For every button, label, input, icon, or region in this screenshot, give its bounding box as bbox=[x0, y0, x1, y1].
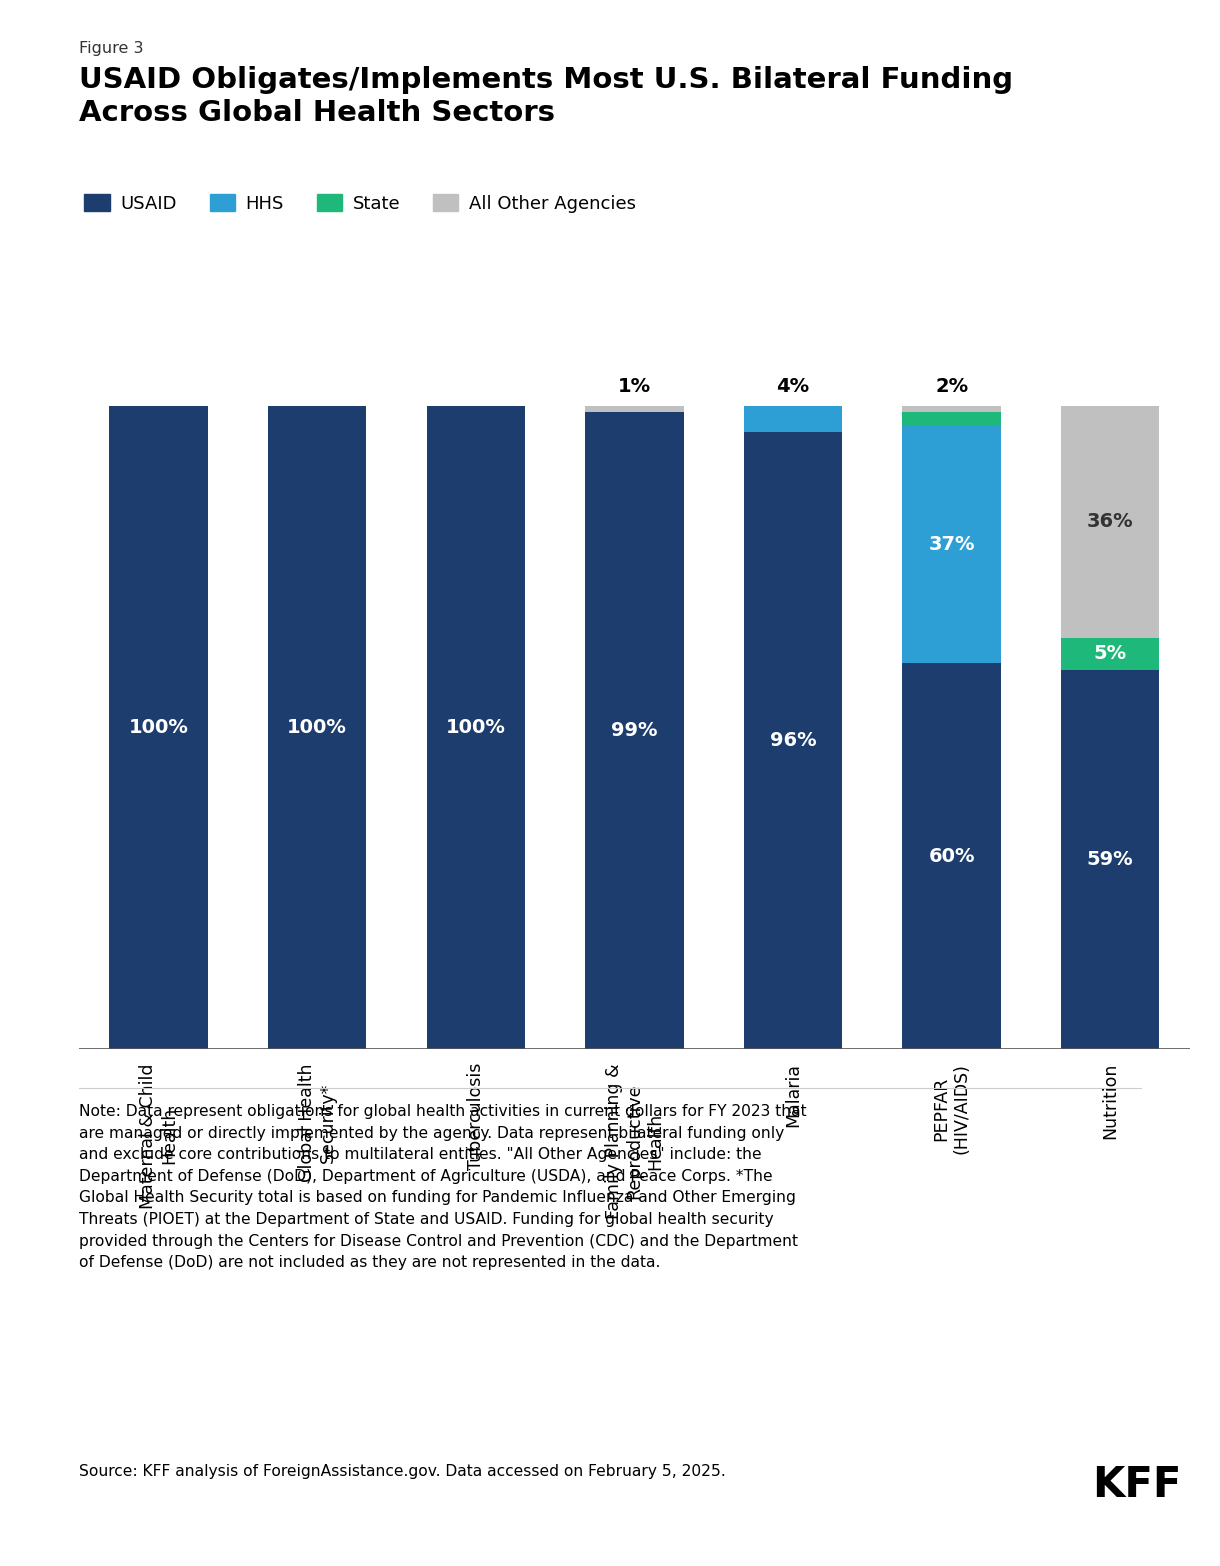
Text: 100%: 100% bbox=[128, 719, 189, 738]
Text: 100%: 100% bbox=[445, 719, 506, 738]
Text: 100%: 100% bbox=[287, 719, 348, 738]
Bar bbox=[903, 664, 1000, 1049]
Text: 59%: 59% bbox=[1087, 850, 1133, 869]
Text: 1%: 1% bbox=[617, 377, 651, 396]
Text: 36%: 36% bbox=[1087, 512, 1133, 531]
Bar bbox=[903, 412, 1000, 426]
Bar bbox=[903, 406, 1000, 412]
Text: KFF: KFF bbox=[1092, 1464, 1181, 1506]
Bar bbox=[903, 426, 1000, 664]
Text: 37%: 37% bbox=[928, 536, 975, 554]
Bar bbox=[744, 432, 842, 1049]
Bar bbox=[268, 406, 366, 1049]
Text: Source: KFF analysis of ForeignAssistance.gov. Data accessed on February 5, 2025: Source: KFF analysis of ForeignAssistanc… bbox=[79, 1464, 726, 1480]
Bar bbox=[1061, 670, 1159, 1049]
Text: 60%: 60% bbox=[928, 847, 975, 866]
Bar bbox=[586, 412, 683, 1049]
Text: Note: Data represent obligations for global health activities in current dollars: Note: Data represent obligations for glo… bbox=[79, 1104, 806, 1270]
Text: 96%: 96% bbox=[770, 731, 816, 750]
Text: 99%: 99% bbox=[611, 722, 658, 741]
Legend: USAID, HHS, State, All Other Agencies: USAID, HHS, State, All Other Agencies bbox=[77, 186, 643, 219]
Text: 5%: 5% bbox=[1093, 644, 1127, 662]
Bar bbox=[427, 406, 525, 1049]
Bar bbox=[744, 406, 842, 432]
Text: Figure 3: Figure 3 bbox=[79, 41, 144, 56]
Bar bbox=[1061, 637, 1159, 670]
Bar bbox=[1061, 406, 1159, 637]
Text: USAID Obligates/Implements Most U.S. Bilateral Funding
Across Global Health Sect: USAID Obligates/Implements Most U.S. Bil… bbox=[79, 66, 1014, 127]
Text: 4%: 4% bbox=[776, 377, 810, 396]
Bar bbox=[586, 406, 683, 412]
Text: 2%: 2% bbox=[935, 377, 969, 396]
Bar bbox=[110, 406, 207, 1049]
